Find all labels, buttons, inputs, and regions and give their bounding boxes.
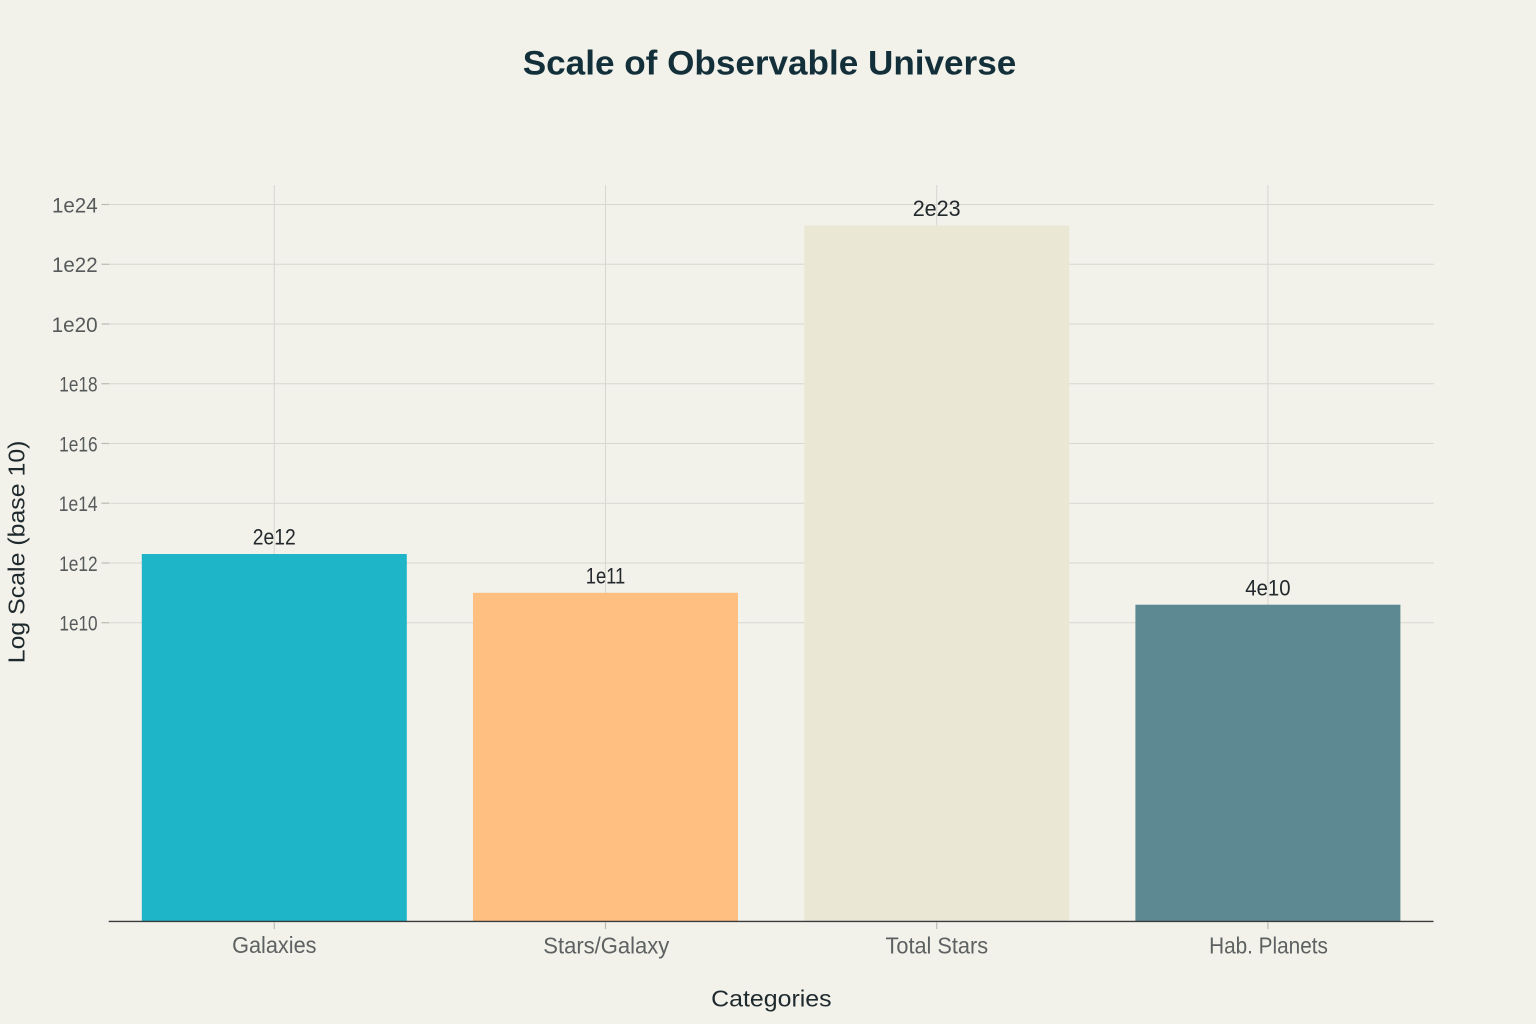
svg-text:1e14: 1e14 xyxy=(59,493,98,516)
svg-text:1e11: 1e11 xyxy=(586,564,626,589)
svg-text:2e23: 2e23 xyxy=(913,196,961,221)
svg-text:Total Stars: Total Stars xyxy=(886,932,989,958)
svg-text:2e12: 2e12 xyxy=(253,524,296,549)
svg-text:Categories: Categories xyxy=(711,986,831,1012)
svg-text:1e24: 1e24 xyxy=(52,194,98,217)
svg-text:Stars/Galaxy: Stars/Galaxy xyxy=(543,932,669,958)
svg-text:Galaxies: Galaxies xyxy=(232,932,316,958)
svg-text:1e20: 1e20 xyxy=(52,314,98,337)
svg-text:1e12: 1e12 xyxy=(59,553,98,576)
svg-text:Hab. Planets: Hab. Planets xyxy=(1209,932,1328,958)
svg-text:1e18: 1e18 xyxy=(59,374,97,397)
svg-text:1e22: 1e22 xyxy=(52,254,98,277)
svg-text:1e10: 1e10 xyxy=(59,613,97,636)
svg-text:Log Scale (base 10): Log Scale (base 10) xyxy=(4,441,30,664)
svg-text:1e16: 1e16 xyxy=(59,433,98,456)
svg-text:4e10: 4e10 xyxy=(1245,575,1290,600)
svg-text:Scale of Observable Universe: Scale of Observable Universe xyxy=(523,45,1017,83)
